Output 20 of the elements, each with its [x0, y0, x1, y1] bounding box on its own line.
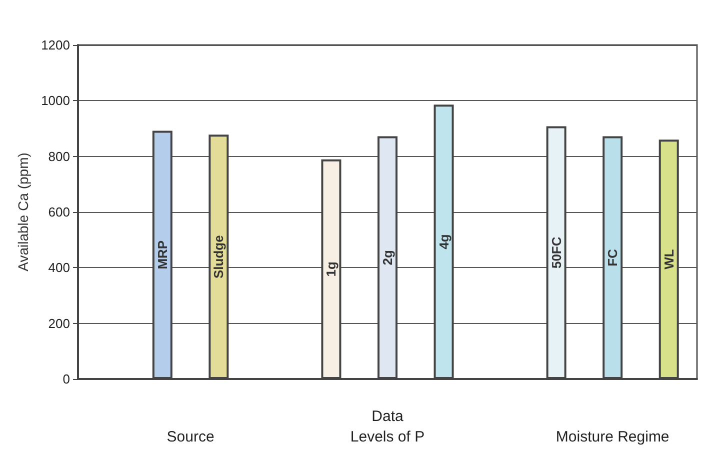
y-tick-label: 1000 [41, 93, 70, 108]
text: Source [166, 428, 214, 446]
x-tick-label: Sludge [211, 235, 226, 278]
y-tick-label: 1200 [41, 38, 70, 52]
y-tick-label: 200 [48, 316, 70, 331]
y-tick-label: 600 [48, 204, 70, 220]
y-axis-title: Available Ca (ppm) [15, 152, 32, 272]
x-tick-label: 2g [380, 250, 395, 266]
text: Moisture Regime [556, 428, 670, 446]
x-axis-title: Data [372, 408, 404, 425]
y-tick-label: 400 [48, 260, 70, 276]
x-tick-label: 50FC [548, 236, 564, 269]
y-tick-label: 0 [62, 372, 70, 386]
x-tick-label: MRP [154, 240, 170, 270]
text: Levels of P [350, 428, 425, 446]
x-tick-label: FC [605, 248, 620, 266]
x-tick-label: WL [661, 249, 676, 270]
x-tick-label: 1g [324, 262, 339, 277]
y-tick-label: 800 [48, 148, 70, 164]
x-tick-label: 4g [436, 234, 452, 250]
